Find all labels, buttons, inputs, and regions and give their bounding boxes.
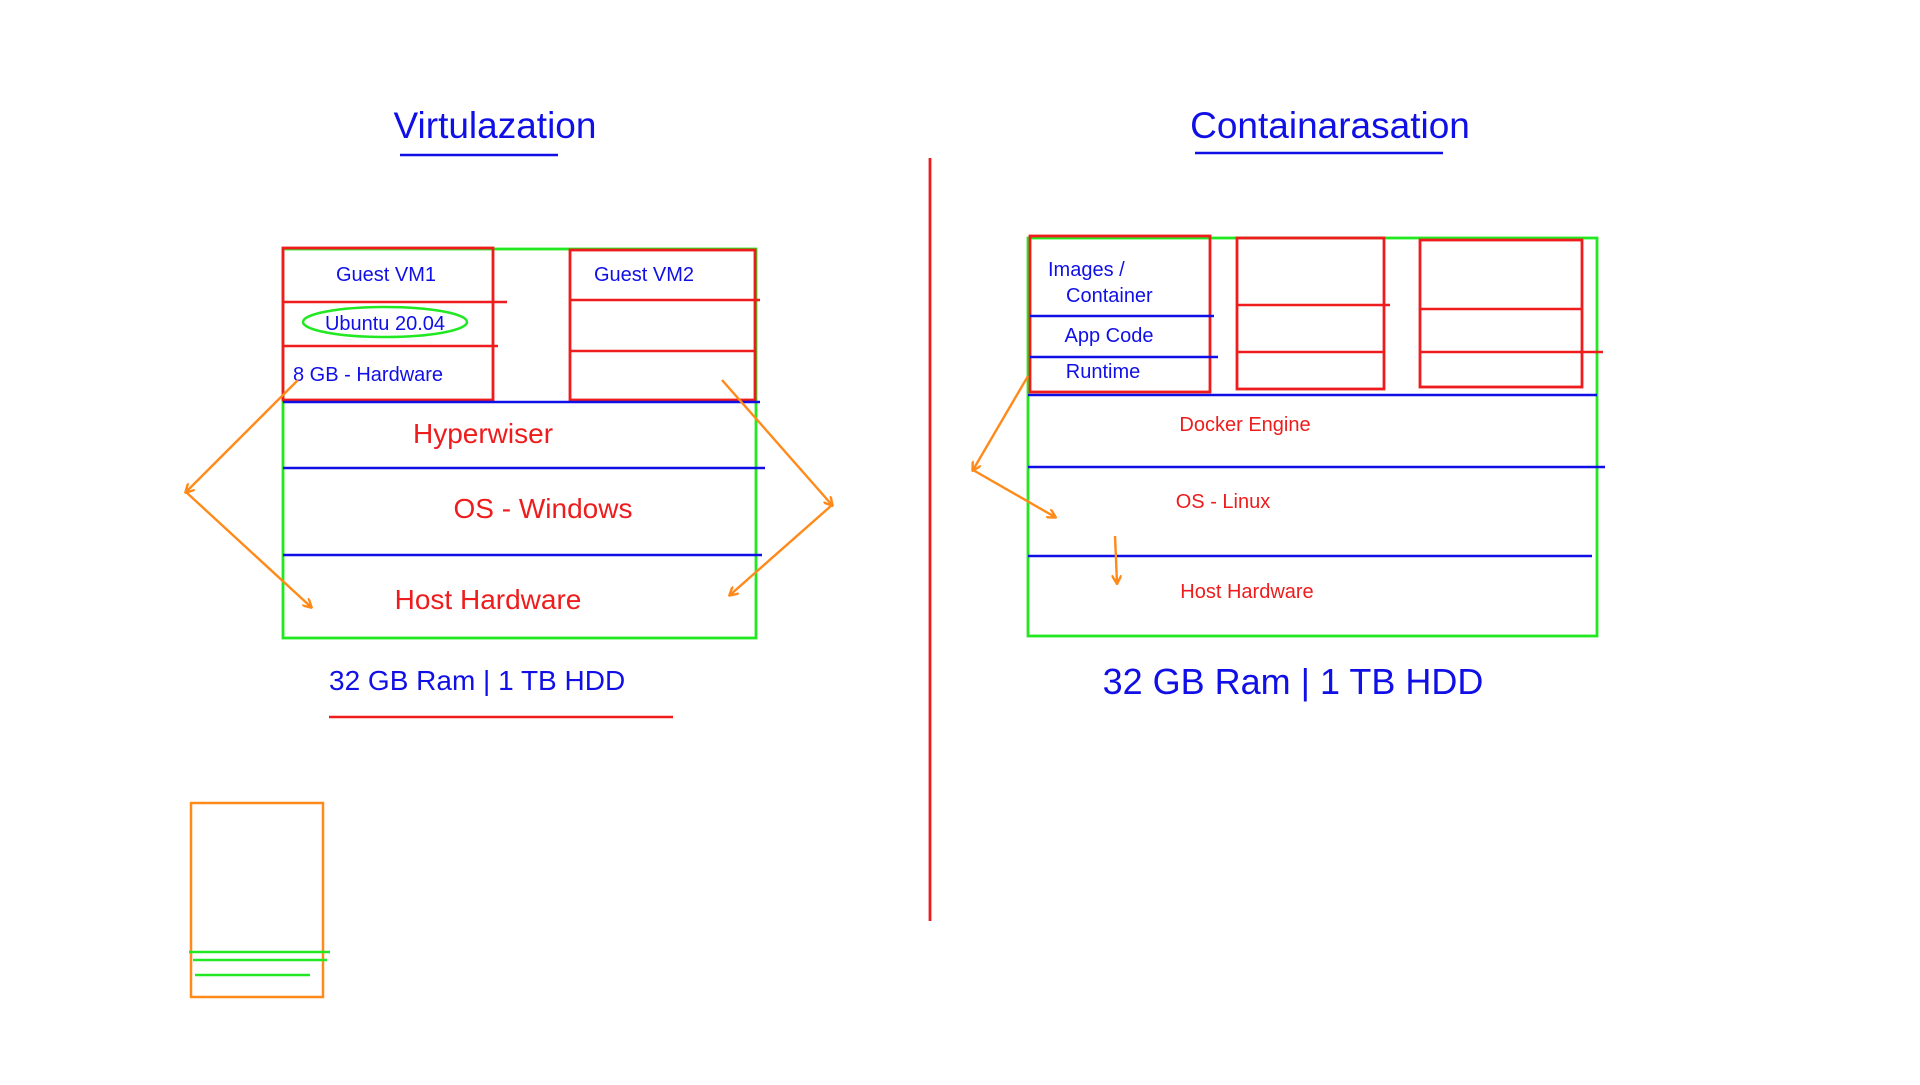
containerization-section: Containarasation Images / Container App … [973,105,1605,702]
virtualization-host-hardware-label: Host Hardware [395,584,582,615]
guest-vm2-box: Guest VM2 [570,250,760,400]
virtualization-title: Virtulazation [394,105,597,146]
guest-vm1-hardware: 8 GB - Hardware [293,364,443,386]
hypervisor-label: Hyperwiser [413,418,553,449]
guest-vm1-box: Guest VM1 Ubuntu 20.04 8 GB - Hardware [283,248,507,400]
virtualization-specs: 32 GB Ram | 1 TB HDD [329,665,625,696]
container1-app-code: App Code [1065,325,1154,347]
virtualization-section: Virtulazation Guest VM1 Ubuntu 20.04 8 G… [186,105,832,717]
docker-engine-label: Docker Engine [1179,414,1310,436]
containerization-host-hardware-label: Host Hardware [1180,581,1313,603]
guest-vm2-label: Guest VM2 [594,264,694,286]
container1-images-line1: Images / [1048,259,1125,281]
container1-images-line2: Container [1066,285,1153,307]
container2-box [1237,238,1390,389]
virtualization-os-label: OS - Windows [454,493,633,524]
containerization-os-label: OS - Linux [1176,491,1270,513]
container1-box: Images / Container App Code Runtime [1030,236,1218,392]
containerization-specs: 32 GB Ram | 1 TB HDD [1103,661,1484,702]
container3-box [1420,240,1603,387]
guest-vm1-os: Ubuntu 20.04 [325,313,445,335]
containerization-arrows [973,376,1117,583]
guest-vm1-label: Guest VM1 [336,264,436,286]
containerization-title: Containarasation [1190,105,1470,146]
container1-runtime: Runtime [1066,361,1140,383]
doodle-box [189,803,330,997]
